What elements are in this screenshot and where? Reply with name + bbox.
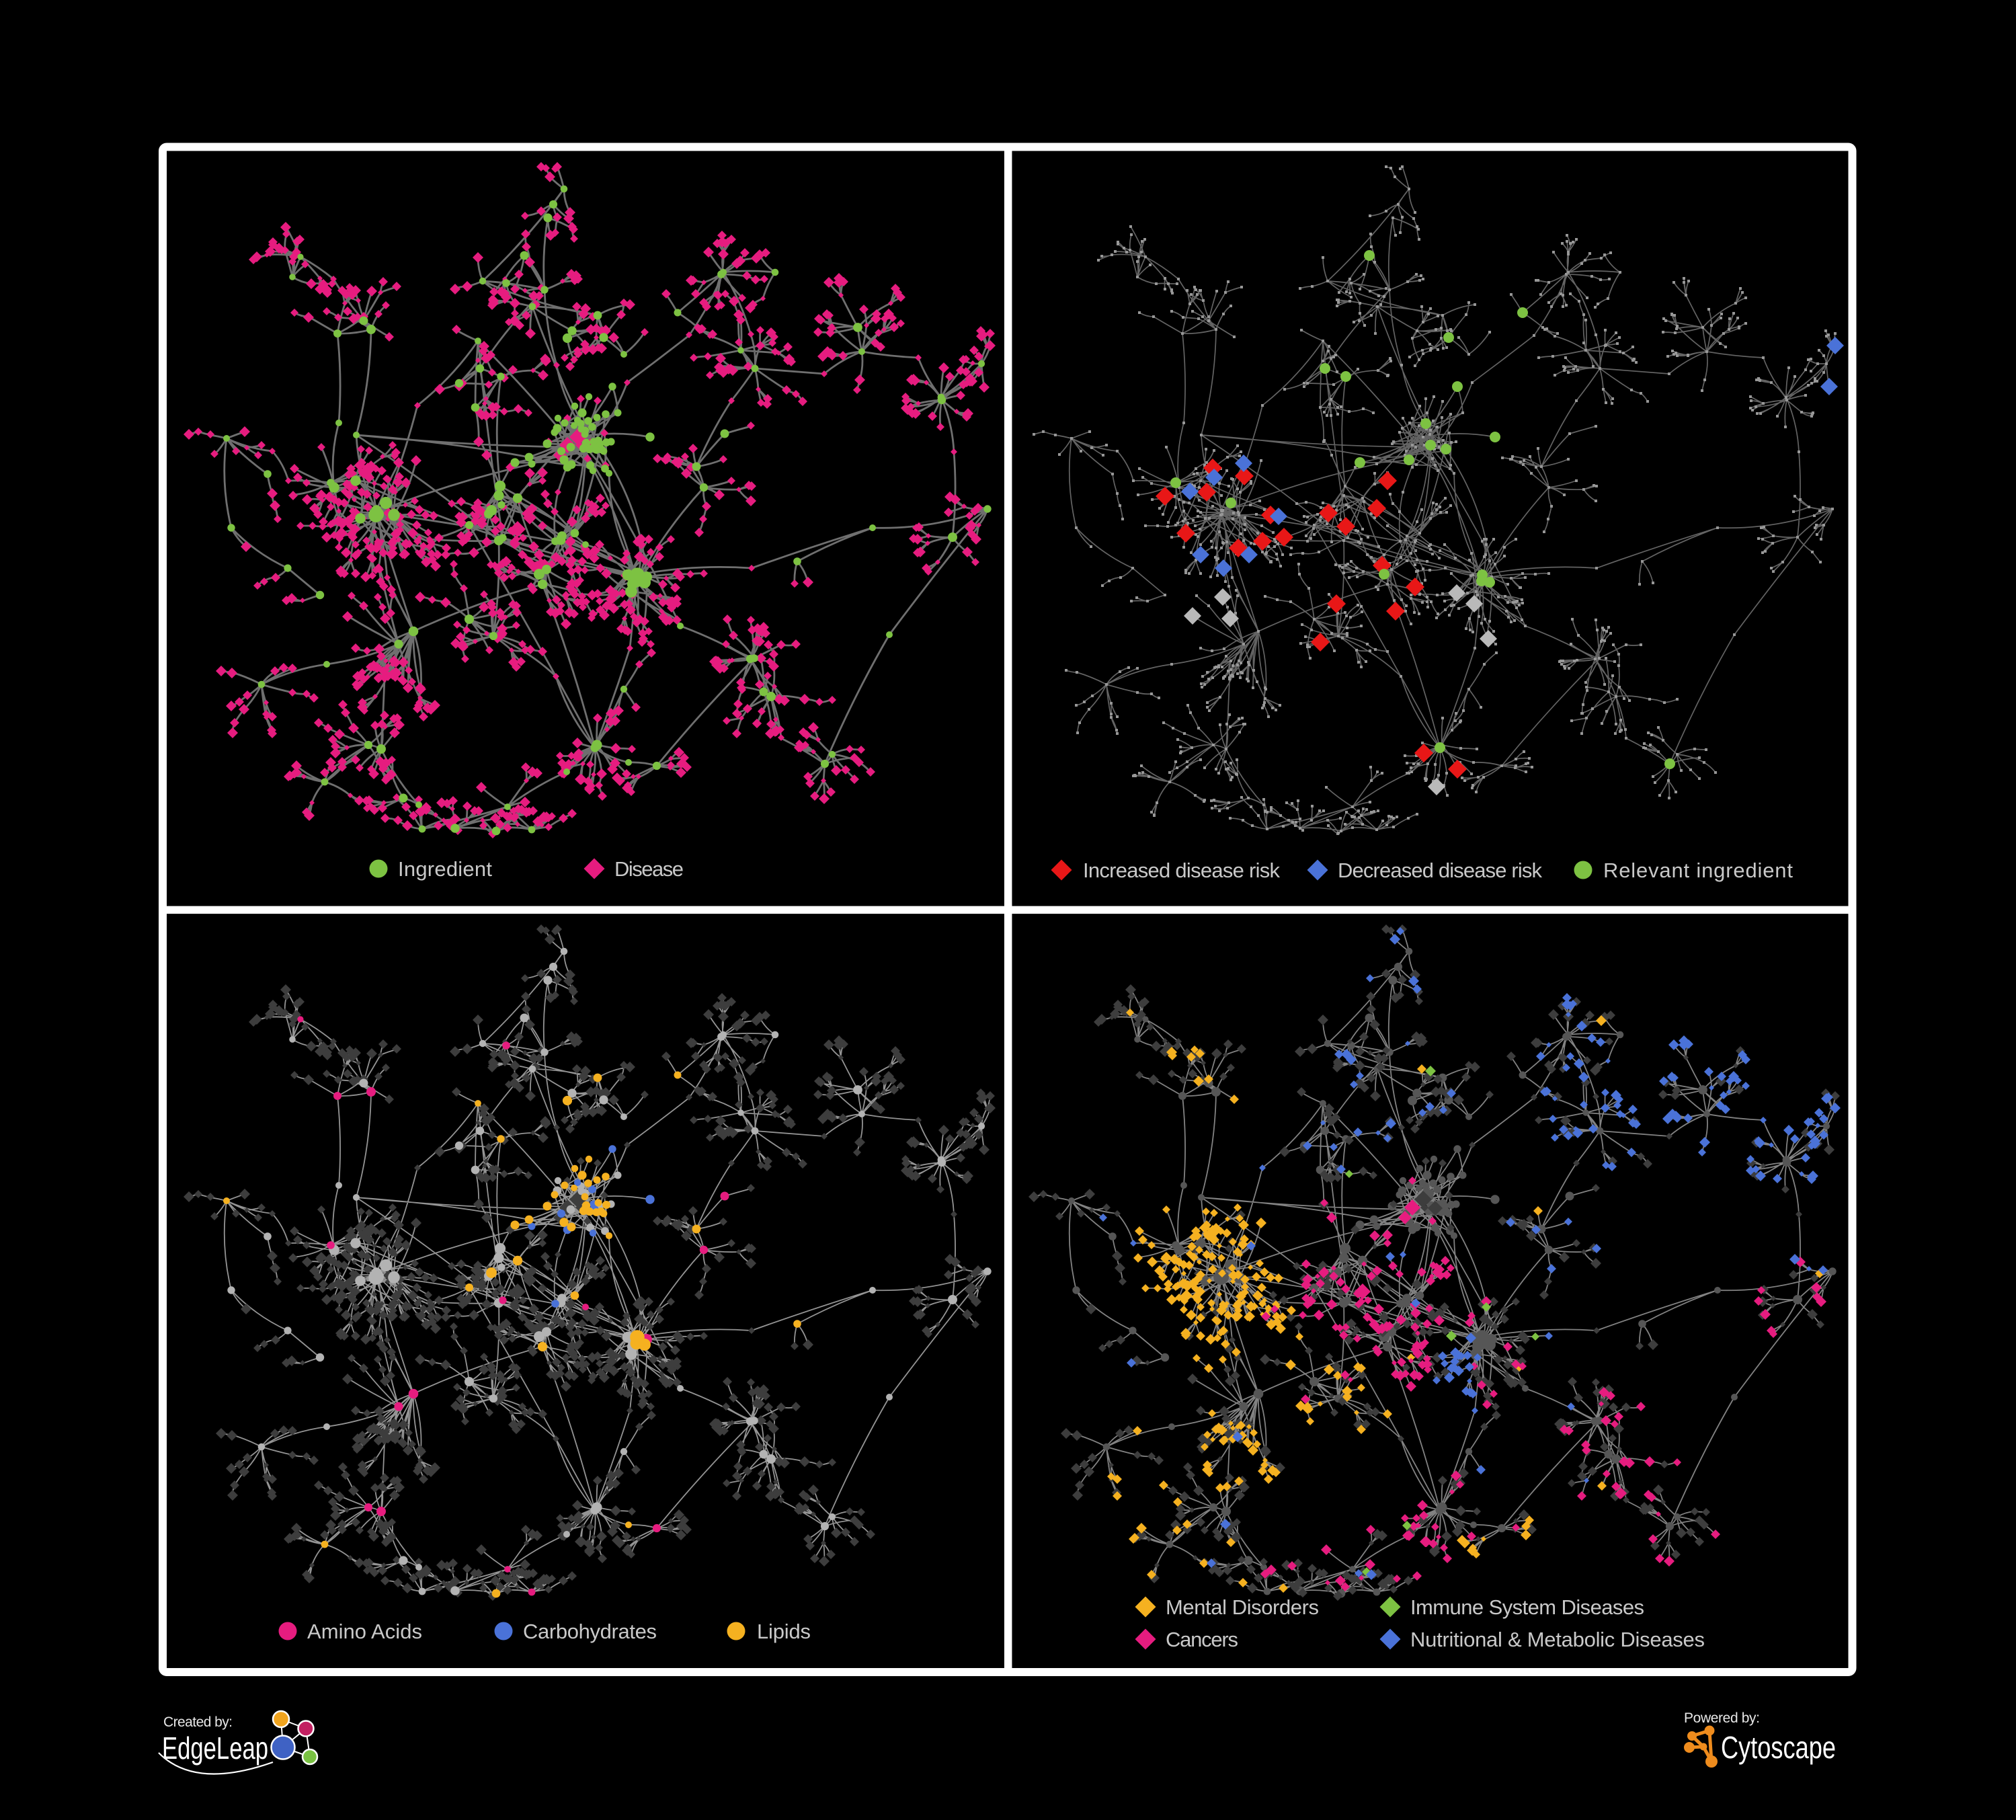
svg-text:Ingredient: Ingredient [398,857,492,881]
svg-text:Amino Acids: Amino Acids [307,1620,422,1643]
svg-text:Lipids: Lipids [757,1620,811,1643]
svg-text:Relevant ingredient: Relevant ingredient [1603,859,1793,882]
svg-text:Nutritional & Metabolic Diseas: Nutritional & Metabolic Diseases [1410,1628,1705,1651]
svg-text:Disease: Disease [614,857,684,881]
svg-text:Increased disease risk: Increased disease risk [1083,859,1281,882]
svg-text:Mental Disorders: Mental Disorders [1166,1595,1319,1619]
svg-text:Powered by:: Powered by: [1684,1710,1760,1726]
svg-text:Cytoscape: Cytoscape [1721,1730,1836,1765]
svg-text:Cancers: Cancers [1166,1628,1238,1651]
svg-text:EdgeLeap: EdgeLeap [162,1731,268,1766]
svg-text:Decreased disease risk: Decreased disease risk [1338,859,1543,882]
svg-text:Carbohydrates: Carbohydrates [523,1620,657,1643]
svg-text:Created by:: Created by: [163,1714,233,1730]
svg-text:Immune System Diseases: Immune System Diseases [1410,1595,1644,1619]
